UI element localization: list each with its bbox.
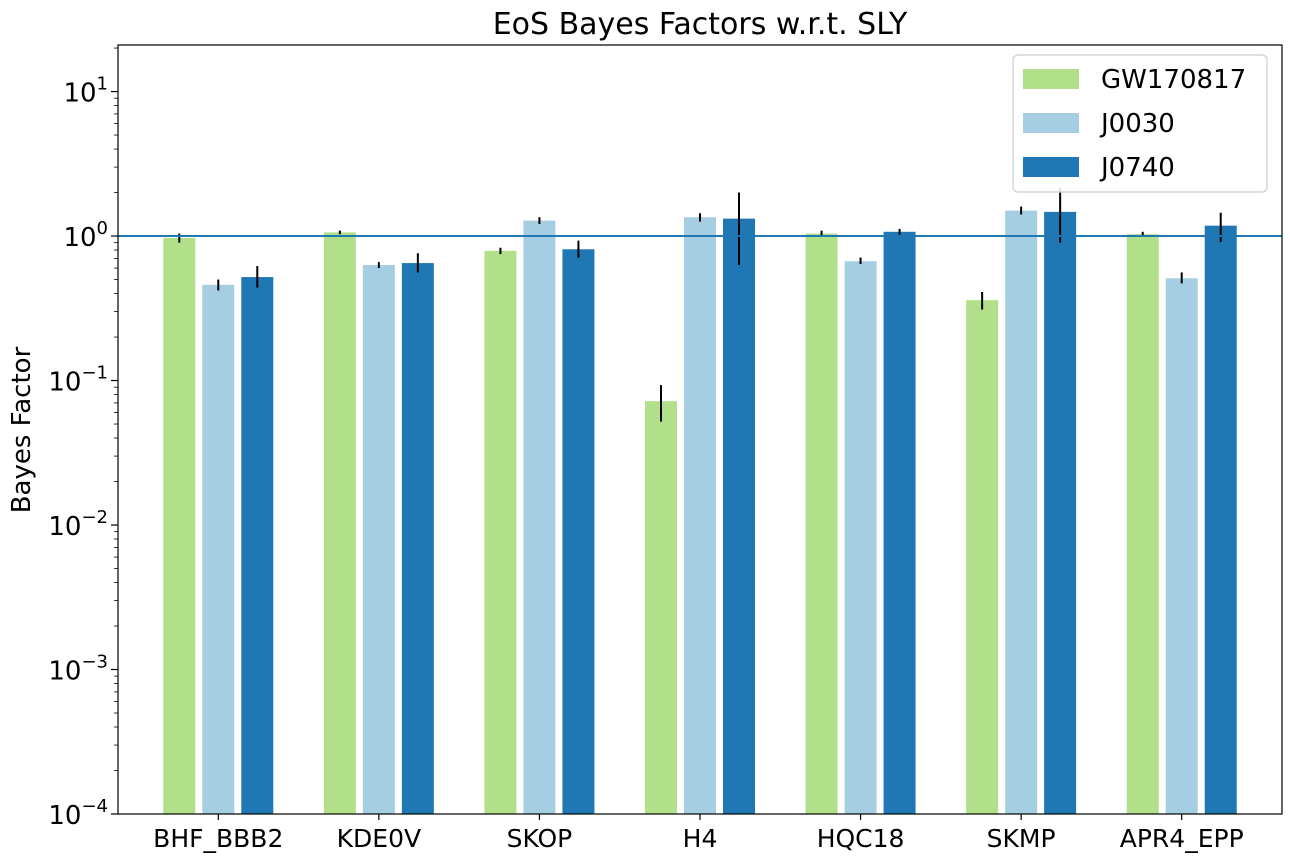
bar-gw170817-skmp (966, 300, 999, 814)
x-tick-label: HQC18 (817, 824, 905, 853)
bar-j0740-kde0v (401, 263, 434, 814)
bar-j0740-skmp (1044, 211, 1077, 814)
y-tick-label: 101 (63, 74, 108, 109)
legend-swatch-gw170817 (1023, 69, 1079, 89)
bar-j0030-hqc18 (844, 261, 877, 815)
bar-j0740-bhf_bbb2 (241, 277, 274, 814)
legend-label-gw170817: GW170817 (1101, 65, 1246, 95)
y-axis-label: Bayes Factor (7, 346, 37, 513)
plot-area (118, 188, 1282, 815)
y-tick-label: 10−4 (48, 796, 108, 831)
x-tick-label: H4 (683, 824, 718, 853)
bar-gw170817-h4 (645, 401, 677, 814)
y-tick-label: 10−1 (48, 363, 108, 398)
bar-j0030-bhf_bbb2 (202, 284, 235, 814)
y-tick-label: 10−3 (48, 652, 108, 687)
legend-swatch-j0740 (1023, 157, 1079, 177)
bar-gw170817-hqc18 (805, 233, 838, 815)
chart-title: EoS Bayes Factors w.r.t. SLY (493, 7, 908, 42)
legend-label-j0030: J0030 (1099, 109, 1175, 139)
bar-j0030-skop (523, 220, 556, 814)
x-tick-label: SKOP (507, 824, 573, 853)
y-tick-label: 100 (63, 218, 108, 253)
x-tick-label: APR4_EPP (1120, 824, 1244, 853)
x-tick-label: BHF_BBB2 (153, 824, 283, 853)
bar-gw170817-kde0v (323, 232, 356, 814)
bar-j0030-apr4_epp (1165, 278, 1198, 814)
bar-j0740-h4 (723, 218, 755, 815)
bar-j0030-h4 (684, 217, 716, 814)
bar-j0740-apr4_epp (1204, 225, 1237, 814)
bar-j0030-skmp (1005, 210, 1038, 815)
bar-j0030-kde0v (362, 265, 395, 815)
y-tick-label: 10−2 (48, 507, 108, 542)
legend-label-j0740: J0740 (1099, 153, 1175, 183)
bar-gw170817-skop (484, 250, 517, 814)
legend: GW170817 J0030 J0740 (1012, 54, 1268, 193)
x-tick-label: SKMP (987, 824, 1056, 853)
bar-gw170817-apr4_epp (1126, 234, 1159, 814)
bar-j0740-hqc18 (883, 231, 916, 814)
bar-gw170817-bhf_bbb2 (163, 237, 196, 815)
bar-j0740-skop (562, 249, 595, 814)
legend-swatch-j0030 (1023, 113, 1079, 133)
x-tick-label: KDE0V (337, 824, 421, 853)
